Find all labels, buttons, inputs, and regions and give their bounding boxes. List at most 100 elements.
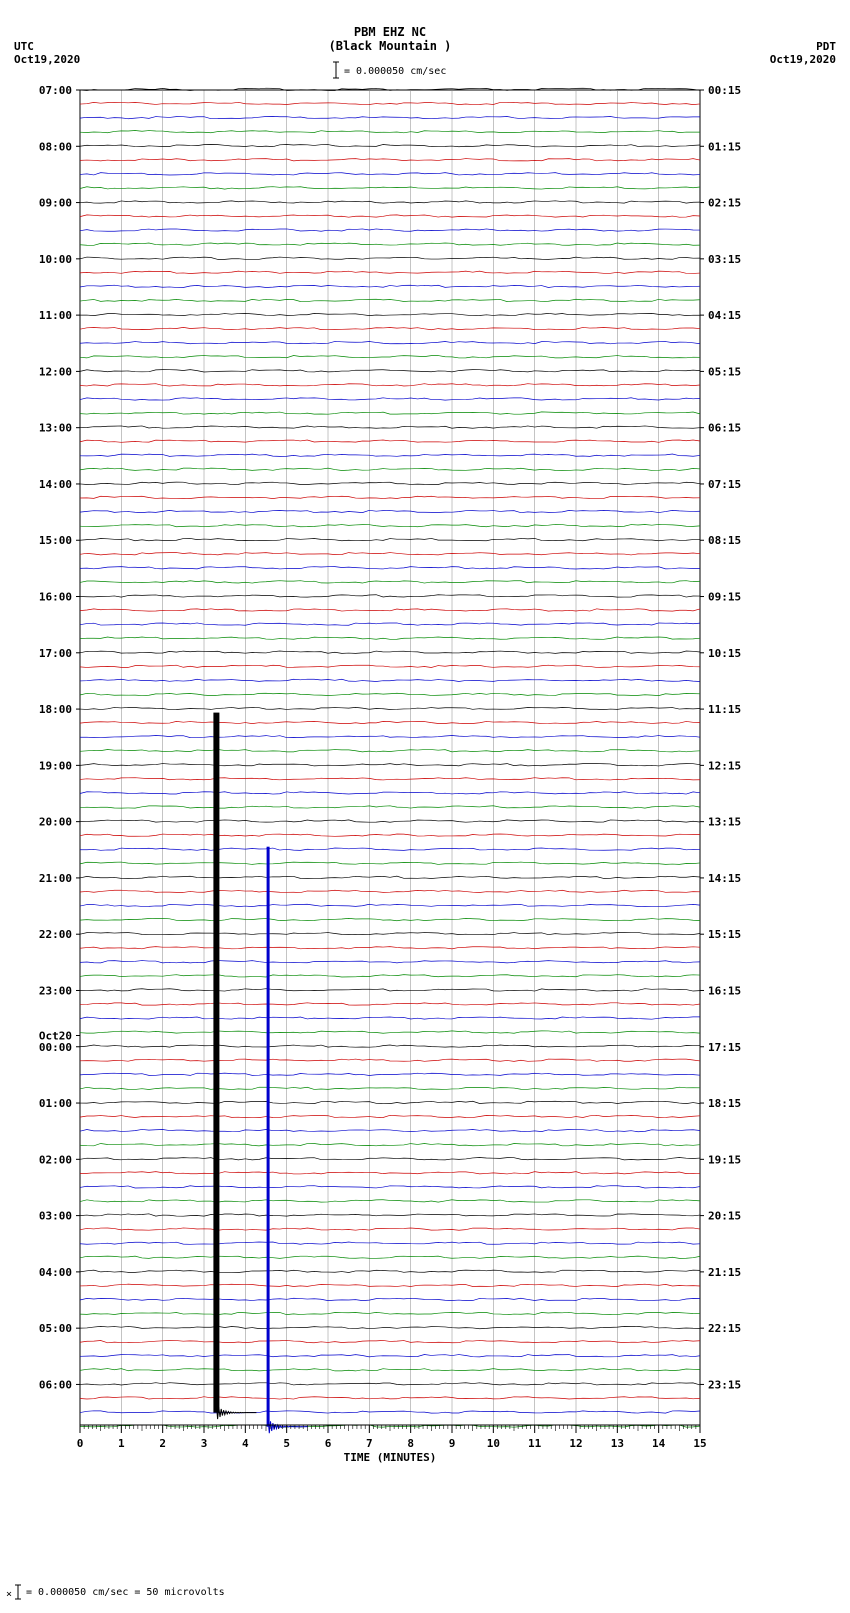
trace-line: [80, 116, 700, 118]
right-time-label: 16:15: [708, 984, 741, 997]
left-time-label: 13:00: [39, 422, 72, 435]
left-time-label: 21:00: [39, 872, 72, 885]
trace-line: [80, 1101, 700, 1103]
left-time-label: 15:00: [39, 534, 72, 547]
right-time-label: 17:15: [708, 1041, 741, 1054]
trace-line: [80, 1397, 700, 1399]
x-tick-label: 4: [242, 1437, 249, 1450]
x-tick-label: 12: [569, 1437, 582, 1450]
trace-line: [80, 102, 700, 104]
left-time-label: 20:00: [39, 816, 72, 829]
left-time-label: 06:00: [39, 1378, 72, 1391]
x-tick-label: 7: [366, 1437, 373, 1450]
trace-line: [80, 510, 700, 512]
trace-line: [80, 187, 700, 189]
trace-line: [80, 820, 700, 822]
trace-line: [80, 975, 700, 977]
right-time-label: 11:15: [708, 703, 741, 716]
trace-line: [80, 848, 700, 850]
left-time-label: 09:00: [39, 197, 72, 210]
right-time-label: 22:15: [708, 1322, 741, 1335]
right-time-label: 23:15: [708, 1378, 741, 1391]
x-tick-label: 10: [487, 1437, 500, 1450]
trace-line: [80, 1355, 700, 1357]
trace-line: [80, 876, 700, 878]
trace-line: [80, 468, 700, 470]
trace-line: [80, 356, 700, 358]
left-time-label: 17:00: [39, 647, 72, 660]
x-tick-label: 15: [693, 1437, 706, 1450]
trace-line: [80, 1326, 700, 1328]
trace-line: [80, 1284, 700, 1286]
right-time-label: 12:15: [708, 759, 741, 772]
trace-line: [80, 426, 700, 428]
right-time-label: 01:15: [708, 140, 741, 153]
x-tick-label: 14: [652, 1437, 666, 1450]
plot-border: [80, 90, 700, 1425]
event-spike: [215, 981, 216, 991]
right-time-label: 00:15: [708, 84, 741, 97]
right-time-label: 13:15: [708, 816, 741, 829]
right-time-label: 02:15: [708, 197, 741, 210]
event-spike: [267, 847, 270, 1427]
left-time-label: 23:00: [39, 984, 72, 997]
trace-line: [80, 341, 700, 343]
trace-line: [80, 1340, 700, 1342]
trace-line: [80, 693, 700, 695]
event-decay: [216, 1399, 256, 1420]
trace-line: [80, 890, 700, 892]
trace-line: [80, 327, 700, 329]
trace-line: [80, 1045, 700, 1047]
left-time-label: 03:00: [39, 1210, 72, 1223]
trace-line: [80, 159, 700, 161]
x-tick-label: 13: [611, 1437, 624, 1450]
left-time-label: 18:00: [39, 703, 72, 716]
trace-line: [80, 834, 700, 836]
trace-line: [80, 173, 700, 175]
left-time-label: 10:00: [39, 253, 72, 266]
trace-line: [80, 947, 700, 949]
trace-line: [80, 1186, 700, 1188]
right-time-label: 21:15: [708, 1266, 741, 1279]
trace-line: [80, 201, 700, 203]
trace-line: [80, 932, 700, 934]
left-time-label: 02:00: [39, 1153, 72, 1166]
trace-line: [80, 735, 700, 737]
trace-line: [80, 130, 700, 132]
trace-line: [80, 721, 700, 723]
right-time-label: 05:15: [708, 365, 741, 378]
left-time-label: 05:00: [39, 1322, 72, 1335]
right-time-label: 10:15: [708, 647, 741, 660]
trace-line: [80, 538, 700, 540]
left-time-label: 16:00: [39, 591, 72, 604]
trace-line: [80, 496, 700, 498]
x-tick-label: 0: [77, 1437, 84, 1450]
right-time-label: 18:15: [708, 1097, 741, 1110]
trace-line: [80, 1242, 700, 1244]
left-time-label: 08:00: [39, 140, 72, 153]
trace-line: [80, 750, 700, 752]
x-tick-label: 5: [283, 1437, 290, 1450]
right-date: Oct19,2020: [770, 53, 836, 66]
event-decay: [268, 1415, 308, 1433]
trace-line: [80, 595, 700, 597]
trace-line: [80, 145, 700, 147]
left-time-label: 01:00: [39, 1097, 72, 1110]
trace-line: [80, 904, 700, 906]
trace-line: [80, 285, 700, 287]
x-tick-label: 2: [159, 1437, 166, 1450]
trace-line: [80, 679, 700, 681]
right-time-label: 03:15: [708, 253, 741, 266]
left-time-label: 00:00: [39, 1041, 72, 1054]
footer-prefix: ×: [6, 1589, 12, 1600]
trace-line: [80, 524, 700, 526]
trace-line: [80, 271, 700, 273]
right-time-label: 20:15: [708, 1210, 741, 1223]
x-tick-label: 9: [449, 1437, 456, 1450]
left-time-label: 04:00: [39, 1266, 72, 1279]
trace-line: [80, 1383, 700, 1385]
x-tick-label: 11: [528, 1437, 542, 1450]
left-time-label: 12:00: [39, 365, 72, 378]
trace-line: [80, 1411, 700, 1413]
scale-label: = 0.000050 cm/sec: [344, 66, 446, 77]
